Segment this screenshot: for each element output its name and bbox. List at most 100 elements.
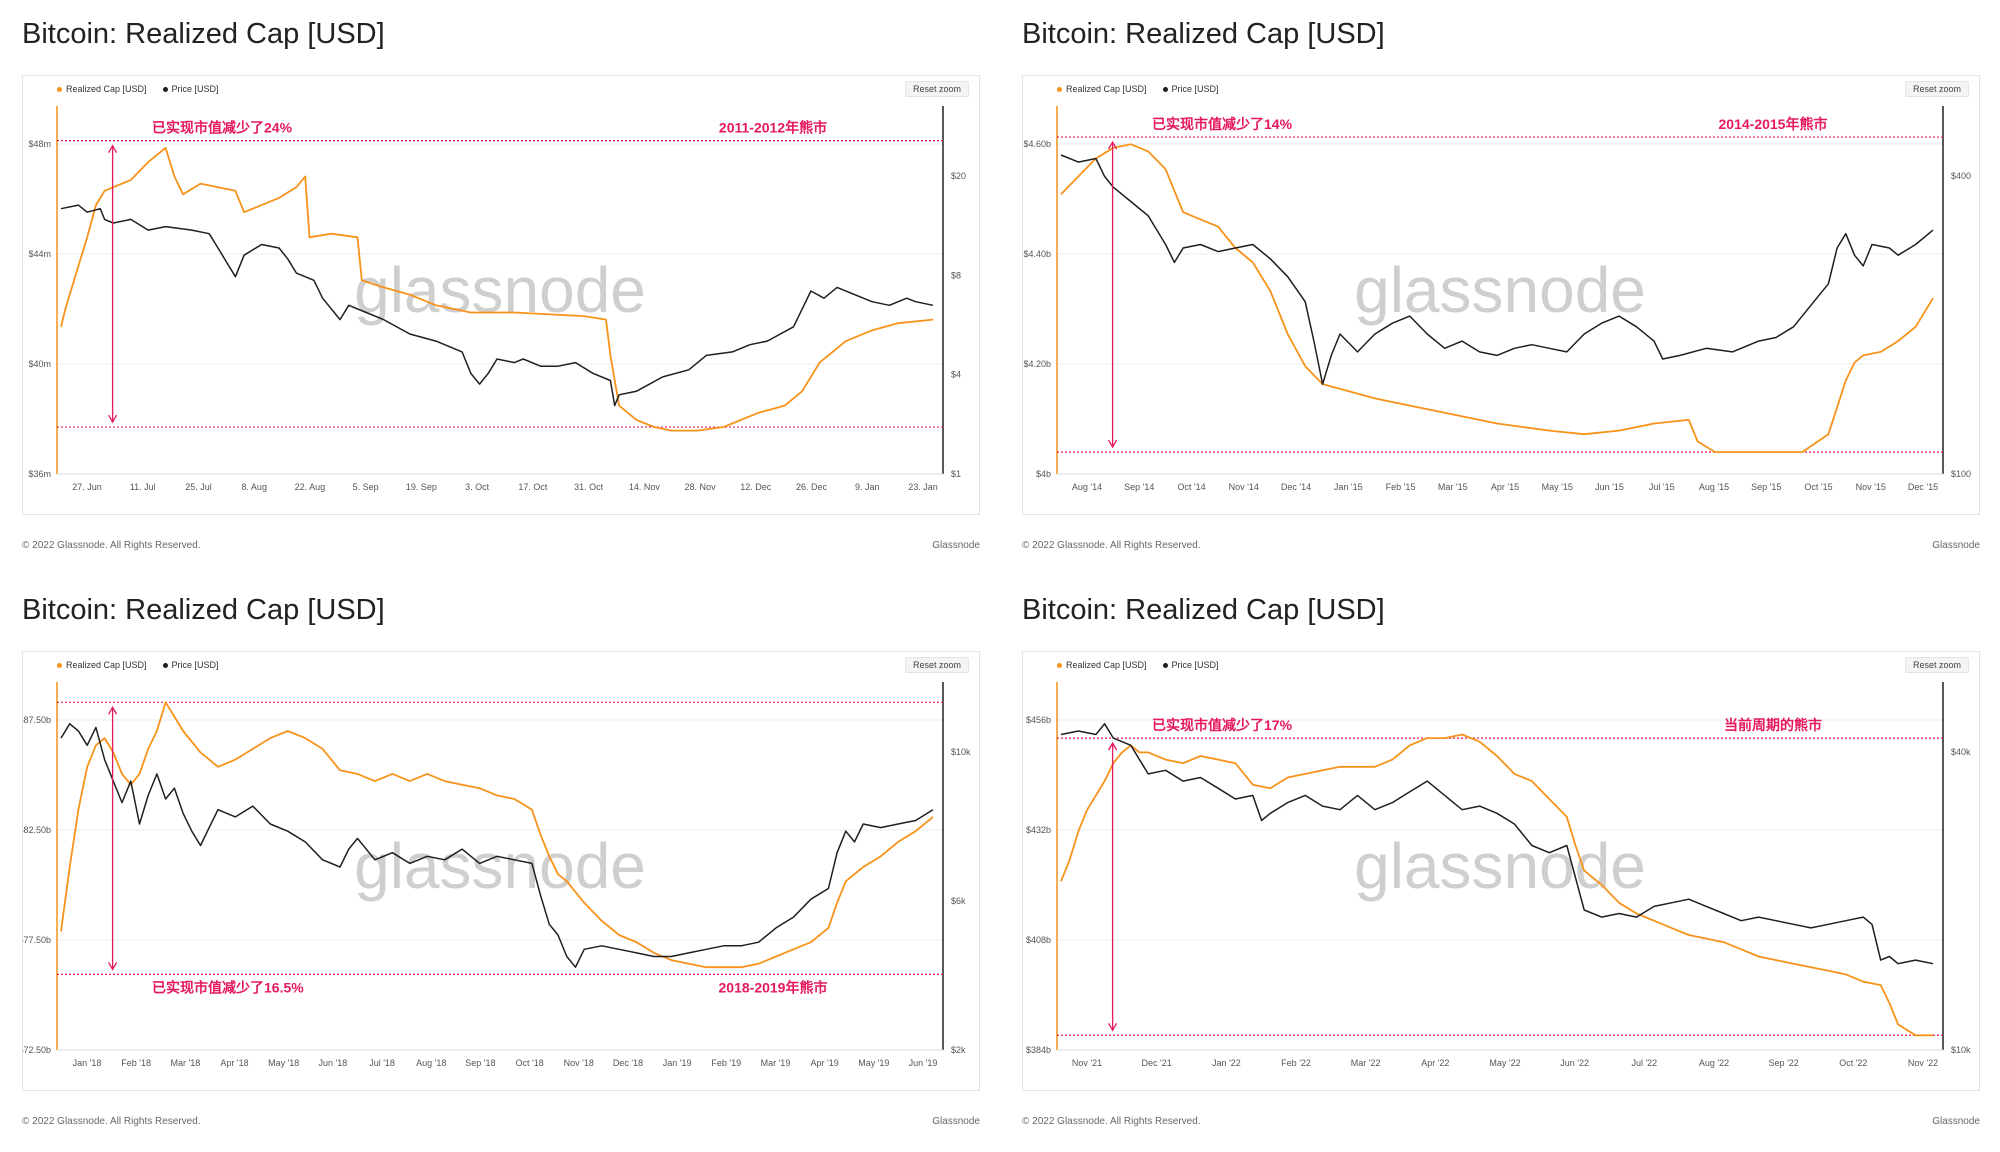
y-left-tick-label: $432b bbox=[1026, 825, 1051, 835]
x-tick-label: Nov '18 bbox=[564, 1058, 594, 1068]
y-left-tick-label: $72.50b bbox=[23, 1045, 51, 1055]
price-line bbox=[1060, 154, 1934, 385]
legend: Realized Cap [USD] Price [USD] bbox=[1057, 84, 1219, 94]
realized-cap-line bbox=[1060, 143, 1934, 453]
footer-copyright: © 2022 Glassnode. All Rights Reserved. bbox=[1022, 540, 1201, 551]
realized-cap-dot-icon bbox=[57, 662, 62, 668]
realized-cap-dot-icon bbox=[1057, 86, 1062, 92]
plot-area[interactable]: glassnode $72.50b $77.50b $82.50b $87.50b $2k… bbox=[23, 652, 981, 1092]
chart-panel-3: Bitcoin: Realized Cap [USD] Realized Cap … bbox=[0, 576, 980, 1146]
x-tick-label: 31. Oct bbox=[574, 482, 604, 492]
y-right-tick-label: $1 bbox=[951, 469, 961, 479]
x-tick-label: Oct '22 bbox=[1839, 1058, 1867, 1068]
x-tick-label: 17. Oct bbox=[518, 482, 548, 492]
price-dot-icon bbox=[162, 86, 168, 92]
x-tick-label: Jun '19 bbox=[909, 1058, 938, 1068]
x-tick-label: Jan '19 bbox=[663, 1058, 692, 1068]
realized-cap-line bbox=[60, 701, 934, 969]
price-dot-icon bbox=[1162, 662, 1168, 668]
legend: Realized Cap [USD] Price [USD] bbox=[57, 84, 219, 94]
chart-panel-1: Bitcoin: Realized Cap [USD] Realized Cap … bbox=[0, 0, 980, 570]
x-tick-label: Dec '21 bbox=[1142, 1058, 1172, 1068]
x-tick-label: Dec '14 bbox=[1281, 482, 1311, 492]
price-line bbox=[60, 204, 934, 407]
x-tick-label: 26. Dec bbox=[796, 482, 828, 492]
legend-item-realized-cap[interactable]: Realized Cap [USD] bbox=[1057, 660, 1147, 670]
x-tick-label: Nov '21 bbox=[1072, 1058, 1102, 1068]
legend-label: Price [USD] bbox=[1171, 84, 1219, 94]
plot-area[interactable]: glassnode $4b $4.20b $4.40b $4.60b $100 $400 Au… bbox=[1023, 76, 1981, 516]
y-right-tick-label: $40k bbox=[1951, 747, 1971, 757]
watermark-text: glassnode bbox=[354, 254, 646, 326]
x-tick-label: Jul '15 bbox=[1649, 482, 1675, 492]
reset-zoom-button[interactable]: Reset zoom bbox=[1904, 81, 1969, 97]
x-tick-label: Nov '22 bbox=[1908, 1058, 1938, 1068]
x-tick-label: Jan '18 bbox=[73, 1058, 102, 1068]
x-tick-label: Oct '14 bbox=[1177, 482, 1205, 492]
x-tick-label: 8. Aug bbox=[241, 482, 267, 492]
x-tick-label: 22. Aug bbox=[295, 482, 326, 492]
legend-item-price[interactable]: Price [USD] bbox=[1162, 660, 1219, 670]
legend-label: Price [USD] bbox=[1171, 660, 1219, 670]
x-tick-label: Sep '22 bbox=[1769, 1058, 1799, 1068]
x-tick-label: Dec '15 bbox=[1908, 482, 1938, 492]
x-tick-label: May '19 bbox=[858, 1058, 889, 1068]
y-right-tick-label: $10k bbox=[951, 747, 971, 757]
chart-title: Bitcoin: Realized Cap [USD] bbox=[1022, 594, 1385, 626]
watermark-text: glassnode bbox=[1354, 254, 1646, 326]
x-tick-label: Nov '15 bbox=[1856, 482, 1886, 492]
plot-area[interactable]: glassnode $36m $40m $44m $48m $1 $4 $8 $20 27. Ju… bbox=[23, 76, 981, 516]
chart-frame: Realized Cap [USD] Price [USD] Reset zoom g… bbox=[22, 75, 980, 515]
legend-item-price[interactable]: Price [USD] bbox=[162, 84, 219, 94]
chart-title: Bitcoin: Realized Cap [USD] bbox=[22, 594, 385, 626]
x-tick-label: Jan '15 bbox=[1334, 482, 1363, 492]
legend-item-realized-cap[interactable]: Realized Cap [USD] bbox=[57, 660, 147, 670]
arrow-down-icon bbox=[108, 962, 118, 971]
annotation-reduction-label: 已实现市值减少了17% bbox=[1152, 717, 1293, 733]
y-left-tick-label: $87.50b bbox=[23, 715, 51, 725]
x-tick-label: Jan '22 bbox=[1212, 1058, 1241, 1068]
price-line bbox=[60, 723, 934, 968]
footer-copyright: © 2022 Glassnode. All Rights Reserved. bbox=[1022, 1116, 1201, 1127]
x-tick-label: Jul '18 bbox=[369, 1058, 395, 1068]
reset-zoom-button[interactable]: Reset zoom bbox=[904, 81, 969, 97]
legend-item-price[interactable]: Price [USD] bbox=[1162, 84, 1219, 94]
plot-area[interactable]: glassnode $384b $408b $432b $456b $10k $40k Nov… bbox=[1023, 652, 1981, 1092]
x-tick-label: Feb '15 bbox=[1386, 482, 1416, 492]
chart-title: Bitcoin: Realized Cap [USD] bbox=[22, 18, 385, 50]
arrow-up-icon bbox=[108, 706, 118, 715]
x-tick-label: Mar '15 bbox=[1438, 482, 1468, 492]
footer-brand: Glassnode bbox=[1932, 1116, 1980, 1127]
arrow-down-icon bbox=[108, 414, 118, 424]
x-tick-label: Jun '15 bbox=[1595, 482, 1624, 492]
price-line bbox=[1060, 723, 1934, 965]
x-tick-label: May '22 bbox=[1489, 1058, 1520, 1068]
x-tick-label: Aug '14 bbox=[1072, 482, 1102, 492]
chart-frame: Realized Cap [USD] Price [USD] Reset zoom g… bbox=[1022, 75, 1980, 515]
y-right-tick-label: $8 bbox=[951, 270, 961, 280]
x-tick-label: Feb '22 bbox=[1281, 1058, 1311, 1068]
x-tick-label: Jul '22 bbox=[1631, 1058, 1657, 1068]
legend-item-price[interactable]: Price [USD] bbox=[162, 660, 219, 670]
annotation-reduction-label: 已实现市值减少了16.5% bbox=[152, 979, 304, 995]
footer-brand: Glassnode bbox=[1932, 540, 1980, 551]
x-tick-label: 3. Oct bbox=[465, 482, 490, 492]
x-tick-label: Mar '22 bbox=[1351, 1058, 1381, 1068]
watermark-text: glassnode bbox=[354, 830, 646, 902]
price-dot-icon bbox=[1162, 86, 1168, 92]
legend-label: Realized Cap [USD] bbox=[1066, 660, 1147, 670]
legend-item-realized-cap[interactable]: Realized Cap [USD] bbox=[57, 84, 147, 94]
arrow-down-icon bbox=[1108, 439, 1118, 449]
legend-label: Realized Cap [USD] bbox=[1066, 84, 1147, 94]
reset-zoom-button[interactable]: Reset zoom bbox=[1904, 657, 1969, 673]
x-tick-label: Dec '18 bbox=[613, 1058, 643, 1068]
y-left-tick-label: $408b bbox=[1026, 935, 1051, 945]
reset-zoom-button[interactable]: Reset zoom bbox=[904, 657, 969, 673]
legend-item-realized-cap[interactable]: Realized Cap [USD] bbox=[1057, 84, 1147, 94]
arrow-down-icon bbox=[1108, 1022, 1118, 1032]
x-tick-label: Nov '14 bbox=[1229, 482, 1259, 492]
x-tick-label: 14. Nov bbox=[629, 482, 661, 492]
y-left-tick-label: $48m bbox=[28, 139, 51, 149]
x-tick-label: 19. Sep bbox=[406, 482, 437, 492]
legend: Realized Cap [USD] Price [USD] bbox=[1057, 660, 1219, 670]
